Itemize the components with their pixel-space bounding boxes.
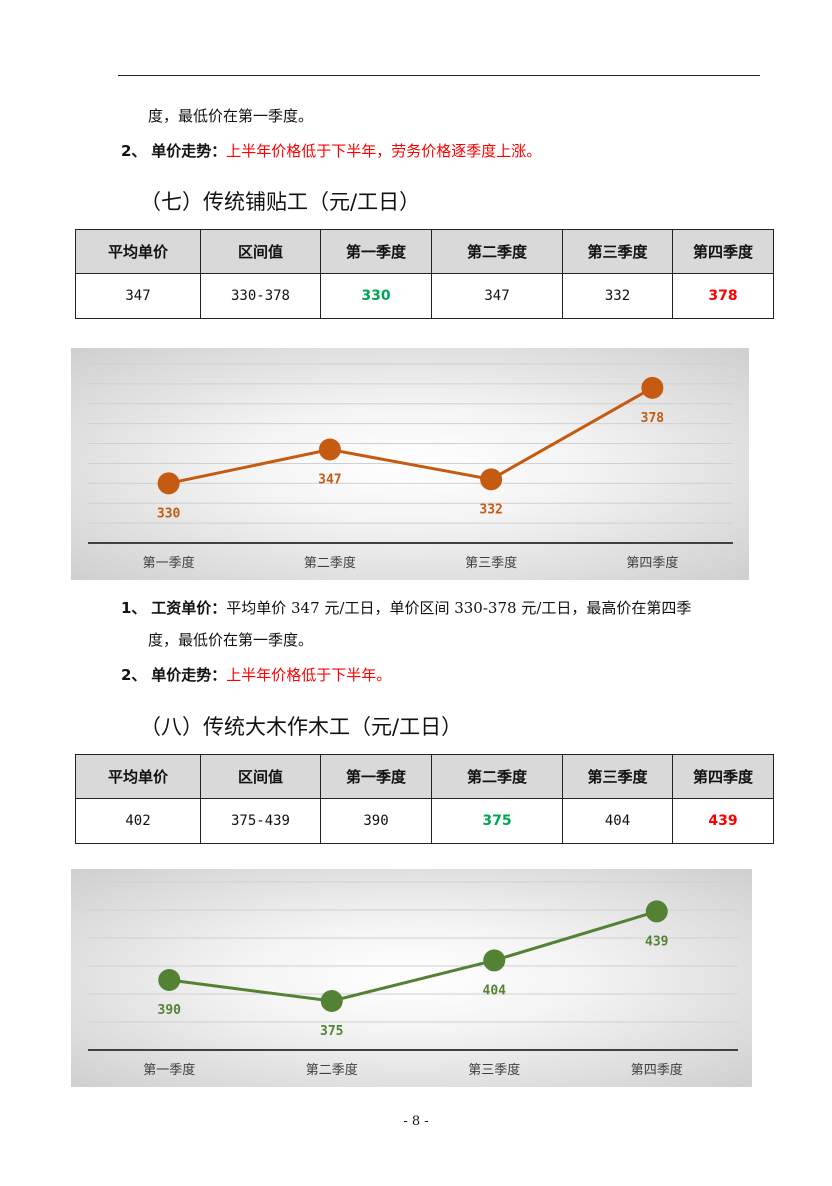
cell-q1-lowest: 330 [320, 273, 432, 319]
header-range: 区间值 [200, 229, 321, 274]
section-8-price-table: 平均单价 区间值 第一季度 第二季度 第三季度 第四季度 402 375-439… [75, 754, 774, 844]
header-q4: 第四季度 [672, 229, 774, 274]
cell-q4-highest: 439 [672, 798, 774, 844]
data-point [320, 990, 343, 1012]
section-7-heading: （七）传统铺贴工（元/工日） [140, 190, 421, 214]
data-point [480, 468, 503, 491]
data-point [645, 900, 668, 923]
cell-avg: 347 [75, 273, 201, 319]
intro-line-2-number: 2、 [121, 142, 147, 160]
data-point [158, 969, 181, 991]
series-line [169, 909, 658, 1003]
note-1-label: 工资单价： [151, 599, 227, 617]
note-2-label: 单价走势： [151, 666, 227, 684]
cell-q4-highest: 378 [672, 273, 774, 319]
data-label: 404 [483, 983, 507, 998]
header-q3: 第三季度 [562, 754, 673, 799]
header-q4: 第四季度 [672, 754, 774, 799]
section-8-line-chart: 390 第一季度 375 第二季度 404 第三季度 439 第四季度 [71, 869, 752, 1087]
cell-q3: 332 [562, 273, 673, 319]
header-avg: 平均单价 [75, 754, 201, 799]
table-header-row: 平均单价 区间值 第一季度 第二季度 第三季度 第四季度 [75, 229, 774, 274]
x-tick-label: 第三季度 [468, 1062, 520, 1078]
x-tick-label: 第二季度 [306, 1062, 358, 1078]
data-label: 439 [645, 934, 668, 949]
intro-line-2-label: 单价走势： [151, 142, 227, 160]
data-point [483, 949, 506, 972]
data-label: 390 [158, 1003, 182, 1018]
cell-range: 330-378 [200, 273, 321, 319]
header-q2: 第二季度 [431, 754, 563, 799]
cell-q2-lowest: 375 [431, 798, 563, 844]
header-rule [118, 75, 760, 76]
header-q2: 第二季度 [431, 229, 563, 274]
data-point [641, 376, 664, 399]
table-row: 347 330-378 330 347 332 378 [75, 273, 774, 319]
chart-svg: 390 第一季度 375 第二季度 404 第三季度 439 第四季度 [88, 881, 738, 1078]
intro-line-2-text: 上半年价格低于下半年，劳务价格逐季度上涨。 [226, 142, 542, 160]
cell-q2: 347 [431, 273, 563, 319]
intro-line-2: 2、 单价走势：上半年价格低于下半年，劳务价格逐季度上涨。 [121, 141, 541, 161]
series-line [168, 386, 654, 485]
data-label: 378 [641, 411, 665, 426]
section-7-note-1: 1、 工资单价：平均单价 347 元/工日，单价区间 330-378 元/工日，… [121, 598, 691, 618]
page-number: - 8 - [403, 1114, 429, 1129]
data-label: 375 [320, 1024, 343, 1039]
header-q1: 第一季度 [320, 754, 432, 799]
header-range: 区间值 [200, 754, 321, 799]
section-7-note-2: 2、 单价走势：上半年价格低于下半年。 [121, 665, 391, 685]
x-tick-label: 第二季度 [304, 555, 356, 571]
cell-avg: 402 [75, 798, 201, 844]
note-2-number: 2、 [121, 666, 147, 684]
data-label: 347 [318, 473, 341, 488]
x-tick-label: 第四季度 [626, 555, 678, 571]
header-avg: 平均单价 [75, 229, 201, 274]
note-1-number: 1、 [121, 599, 147, 617]
x-tick-label: 第一季度 [143, 1062, 195, 1078]
note-2-text: 上半年价格低于下半年。 [226, 666, 392, 684]
section-7-line-chart: 330 第一季度 347 第二季度 332 第三季度 378 第四季度 [71, 348, 749, 580]
section-8-heading: （八）传统大木作木工（元/工日） [140, 715, 463, 739]
data-point [318, 438, 341, 461]
header-q3: 第三季度 [562, 229, 673, 274]
section-7-price-table: 平均单价 区间值 第一季度 第二季度 第三季度 第四季度 347 330-378… [75, 229, 774, 319]
table-header-row: 平均单价 区间值 第一季度 第二季度 第三季度 第四季度 [75, 754, 774, 799]
cell-q3: 404 [562, 798, 673, 844]
table-row: 402 375-439 390 375 404 439 [75, 798, 774, 844]
chart-svg: 330 第一季度 347 第二季度 332 第三季度 378 第四季度 [88, 363, 733, 571]
intro-line-1: 度，最低价在第一季度。 [148, 107, 314, 125]
note-1-text: 平均单价 347 元/工日，单价区间 330-378 元/工日，最高价在第四季 [226, 599, 692, 617]
x-tick-label: 第一季度 [143, 555, 195, 571]
header-q1: 第一季度 [320, 229, 432, 274]
x-tick-label: 第三季度 [465, 555, 517, 571]
data-point [157, 472, 180, 495]
data-label: 332 [479, 502, 502, 517]
section-7-note-1-cont: 度，最低价在第一季度。 [148, 631, 314, 649]
cell-q1: 390 [320, 798, 432, 844]
data-label: 330 [157, 506, 181, 521]
x-tick-label: 第四季度 [631, 1062, 683, 1078]
cell-range: 375-439 [200, 798, 321, 844]
